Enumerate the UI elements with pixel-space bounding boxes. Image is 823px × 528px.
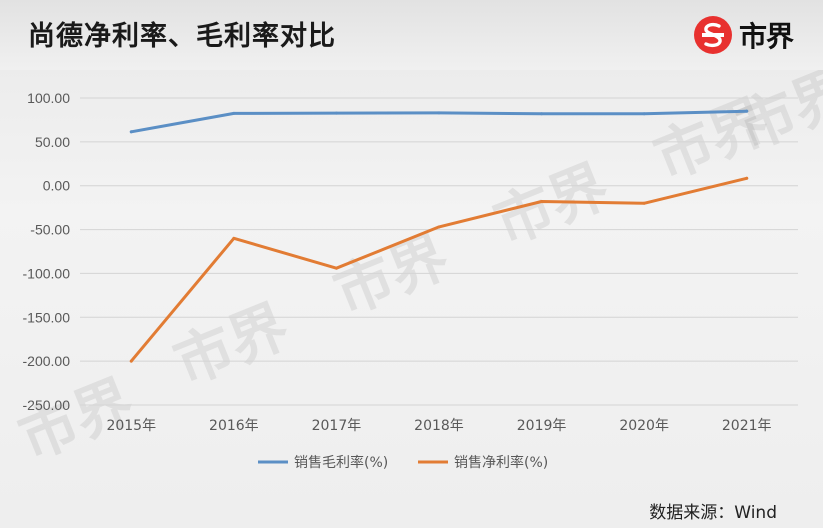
data-point xyxy=(232,236,236,240)
x-tick-label: 2015年 xyxy=(106,418,156,434)
chart-area: 市界 市界 市界 市界 市界 市界 100.00 50.00 0.00 -50.00 -100.0… xyxy=(0,56,823,492)
page-title: 尚德净利率、毛利率对比 xyxy=(28,21,336,52)
grid xyxy=(80,97,798,406)
header: 尚德净利率、毛利率对比 市界 xyxy=(0,0,823,70)
data-point xyxy=(540,200,544,204)
watermark-text: 市界 xyxy=(485,151,618,258)
watermark-text: 市界 xyxy=(325,221,458,328)
y-tick-label: -250.00 xyxy=(23,397,71,413)
data-source: 数据来源：Wind xyxy=(649,503,777,523)
y-tick-label: 50.00 xyxy=(35,134,70,150)
data-point xyxy=(232,111,236,115)
data-point xyxy=(334,266,338,270)
y-tick-label: 0.00 xyxy=(43,178,70,194)
data-point xyxy=(745,176,749,180)
legend-label: 销售净利率(%) xyxy=(454,454,548,471)
data-point xyxy=(437,225,441,229)
y-tick-label: -100.00 xyxy=(23,265,71,281)
x-tick-label: 2017年 xyxy=(312,418,362,434)
x-tick-label: 2020年 xyxy=(619,418,669,434)
y-tick-label: -200.00 xyxy=(23,353,71,369)
legend-label: 销售毛利率(%) xyxy=(294,454,388,471)
x-tick-label: 2021年 xyxy=(722,418,772,434)
series-layer xyxy=(129,109,749,363)
data-point xyxy=(129,130,133,134)
data-point xyxy=(437,111,441,115)
brand-name: 市界 xyxy=(738,20,794,53)
y-tick-label: -150.00 xyxy=(23,309,71,325)
x-tick-label: 2016年 xyxy=(209,418,259,434)
data-point xyxy=(129,359,133,363)
data-point xyxy=(642,112,646,116)
brand: 市界 xyxy=(693,14,794,56)
data-point xyxy=(642,201,646,205)
s-logo-icon xyxy=(693,16,732,54)
legend: 销售毛利率(%) 销售净利率(%) xyxy=(258,454,548,471)
x-tick-label: 2018年 xyxy=(414,418,464,434)
y-axis-ticks: 100.00 50.00 0.00 -50.00 -100.00 -150.00 -200.… xyxy=(23,90,71,413)
watermark-text: 市界 xyxy=(165,291,298,398)
data-point xyxy=(334,111,338,115)
y-tick-label: 100.00 xyxy=(27,90,70,106)
x-tick-label: 2019年 xyxy=(517,418,567,434)
x-axis-ticks: 2015年 2016年 2017年 2018年 2019年 2020年 2021年 xyxy=(106,418,771,434)
y-tick-label: -50.00 xyxy=(30,222,70,238)
data-point xyxy=(540,112,544,116)
data-point xyxy=(745,109,749,113)
